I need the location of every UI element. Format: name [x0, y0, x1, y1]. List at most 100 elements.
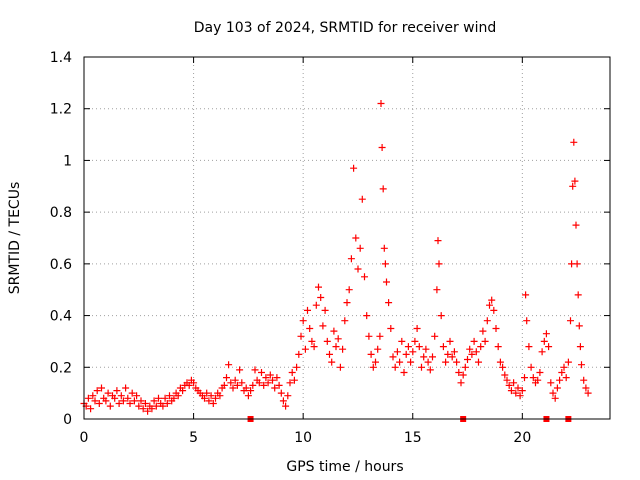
- x-tick-label: 0: [80, 430, 89, 446]
- data-point: [209, 400, 217, 407]
- data-point: [130, 397, 138, 405]
- data-point: [150, 397, 158, 405]
- data-point: [562, 374, 570, 382]
- data-point: [174, 392, 182, 400]
- data-point: [163, 400, 171, 407]
- data-point: [113, 387, 121, 395]
- data-point: [564, 358, 572, 366]
- data-point: [87, 405, 95, 413]
- data-point: [379, 185, 387, 193]
- data-point: [347, 255, 355, 263]
- data-point: [354, 265, 362, 273]
- data-point: [339, 345, 347, 353]
- data-point: [542, 330, 550, 338]
- data-point: [529, 374, 537, 382]
- data-point: [358, 195, 366, 203]
- data-point: [328, 358, 336, 366]
- y-tick-label: 1.2: [50, 102, 72, 118]
- data-point: [470, 337, 478, 345]
- data-point: [420, 353, 428, 361]
- data-point: [437, 312, 445, 320]
- data-point: [135, 402, 143, 410]
- data-point: [310, 343, 318, 351]
- data-point: [496, 358, 504, 366]
- x-tick-label: 5: [189, 430, 198, 446]
- data-point: [516, 392, 524, 400]
- data-point: [522, 291, 530, 299]
- data-point: [106, 402, 114, 410]
- data-point: [216, 392, 224, 400]
- data-point: [356, 244, 364, 252]
- data-point: [409, 348, 417, 356]
- data-point: [264, 379, 272, 387]
- data-point: [574, 291, 582, 299]
- data-point: [507, 387, 515, 395]
- data-point: [389, 353, 397, 361]
- data-point: [429, 353, 436, 361]
- data-point: [492, 325, 500, 332]
- data-point: [190, 379, 198, 387]
- data-point: [374, 345, 382, 353]
- y-tick-label: 1: [63, 153, 72, 169]
- data-point: [220, 381, 228, 389]
- data-point: [249, 381, 257, 389]
- data-point: [584, 389, 592, 397]
- data-point: [144, 407, 152, 415]
- data-point: [486, 301, 493, 309]
- data-point: [247, 387, 255, 395]
- data-point: [571, 177, 579, 185]
- data-point: [321, 306, 329, 314]
- data-point: [312, 301, 320, 309]
- data-point: [201, 394, 208, 402]
- data-point: [275, 381, 283, 389]
- data-point: [466, 345, 474, 353]
- data-point: [102, 397, 110, 405]
- data-point: [435, 260, 443, 268]
- data-point: [89, 392, 97, 400]
- data-points: [80, 100, 592, 415]
- data-point: [255, 379, 263, 387]
- data-point: [323, 337, 331, 345]
- data-point: [365, 332, 373, 340]
- data-point: [418, 363, 425, 371]
- data-point: [400, 369, 408, 376]
- data-point: [166, 392, 173, 400]
- data-point: [319, 322, 327, 330]
- data-point: [185, 381, 193, 389]
- data-point: [124, 394, 132, 402]
- data-point: [170, 394, 178, 402]
- data-point: [304, 306, 311, 314]
- data-point: [380, 244, 388, 252]
- data-point: [251, 366, 259, 374]
- data-point: [387, 325, 395, 332]
- data-point: [345, 286, 353, 294]
- data-point: [512, 389, 520, 397]
- data-point: [229, 384, 237, 392]
- data-point: [468, 350, 476, 358]
- data-point: [133, 392, 141, 400]
- data-point: [490, 306, 498, 314]
- data-point: [119, 397, 127, 405]
- data-point: [381, 260, 389, 268]
- y-tick-label: 0: [63, 412, 72, 428]
- data-point: [481, 337, 489, 345]
- data-point: [534, 376, 542, 384]
- data-point: [223, 374, 230, 382]
- data-point: [477, 343, 485, 351]
- data-point: [179, 387, 187, 395]
- data-point: [315, 283, 322, 291]
- data-point: [582, 384, 590, 392]
- data-point: [159, 402, 167, 410]
- data-point: [139, 405, 147, 413]
- y-tick-label: 0.2: [50, 360, 72, 376]
- data-point: [363, 312, 371, 320]
- data-point: [122, 384, 130, 392]
- data-point: [560, 363, 568, 371]
- data-point: [317, 294, 325, 301]
- data-point: [510, 379, 518, 387]
- data-point: [396, 358, 404, 366]
- data-point: [551, 394, 559, 402]
- data-point: [266, 371, 274, 379]
- data-point: [115, 400, 123, 407]
- data-point: [518, 387, 526, 395]
